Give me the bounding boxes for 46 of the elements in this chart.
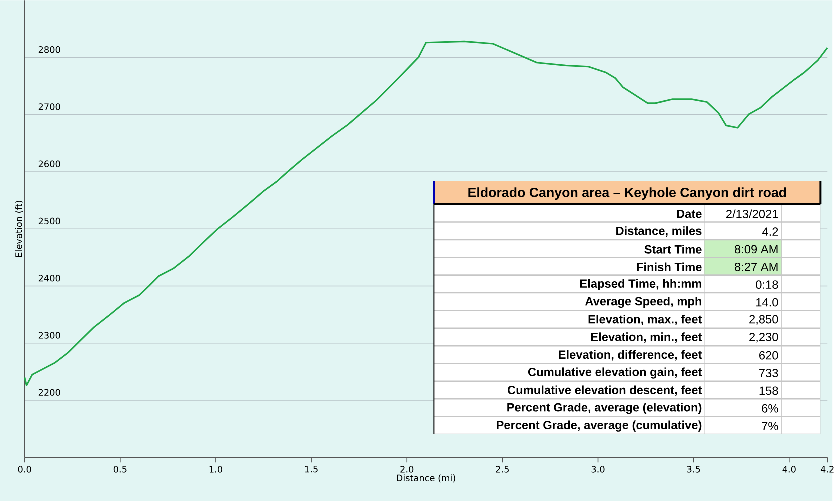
y-axis-title: Elevation (ft): [15, 200, 24, 257]
y-tick-label: 2200: [38, 389, 60, 396]
y-tick-label: 2700: [38, 103, 60, 110]
annotation: 14.0: [756, 298, 778, 307]
annotation: Start Time: [644, 244, 702, 254]
x-tick-label: 0.5: [114, 466, 127, 473]
y-tick-label: 2600: [38, 160, 60, 168]
x-tick-label: 2.5: [496, 466, 509, 473]
annotation: Cumulative elevation gain, feet: [528, 368, 702, 379]
annotation: Average Speed, mph: [585, 296, 702, 308]
annotation: 6%: [762, 404, 778, 413]
annotation: 0:18: [756, 280, 778, 289]
annotation: Elevation, max., feet: [588, 314, 702, 326]
chart-title: Eldorado Canyon area – Keyhole Canyon dirt road: [468, 187, 786, 200]
x-tick-label: 4.2: [820, 466, 834, 473]
y-tick-label: 2800: [38, 46, 60, 54]
x-tick-label: 1.0: [210, 466, 222, 473]
x-tick-label: 0.0: [18, 466, 32, 473]
annotation: 2,230: [750, 332, 778, 343]
annotation: Distance, miles: [616, 226, 702, 237]
annotation: 158: [760, 386, 778, 395]
annotation: 2/13/2021: [726, 210, 778, 218]
annotation: Finish Time: [637, 262, 702, 272]
x-tick-label: 1.5: [305, 466, 318, 473]
annotation: Cumulative elevation descent, feet: [508, 386, 702, 396]
x-tick-label: 2.0: [400, 466, 414, 473]
x-tick-label: 3.0: [592, 466, 605, 473]
y-tick-label: 2300: [38, 332, 60, 339]
y-tick-label: 2500: [38, 218, 60, 224]
annotation: 8:27 AM: [735, 262, 778, 272]
annotation: 7%: [762, 422, 778, 430]
annotation: 4.2: [762, 227, 778, 236]
y-tick-label: 2400: [38, 274, 60, 282]
annotation: 620: [760, 351, 778, 360]
annotation: Date: [677, 210, 702, 218]
annotation: Elevation, min., feet: [591, 332, 702, 343]
annotation: 8:09 AM: [735, 245, 778, 254]
annotation: Percent Grade, average (elevation): [508, 402, 702, 414]
annotation: Elevation, difference, feet: [559, 350, 702, 361]
annotation: 733: [760, 368, 778, 378]
x-axis-title: Distance (mi): [397, 474, 456, 482]
x-tick-label: 3.5: [687, 466, 700, 473]
x-tick-label: 4.0: [782, 466, 796, 473]
annotation: 2,850: [750, 315, 778, 325]
annotation: Elapsed Time, hh:mm: [580, 279, 702, 290]
annotation: Percent Grade, average (cumulative): [497, 420, 702, 432]
